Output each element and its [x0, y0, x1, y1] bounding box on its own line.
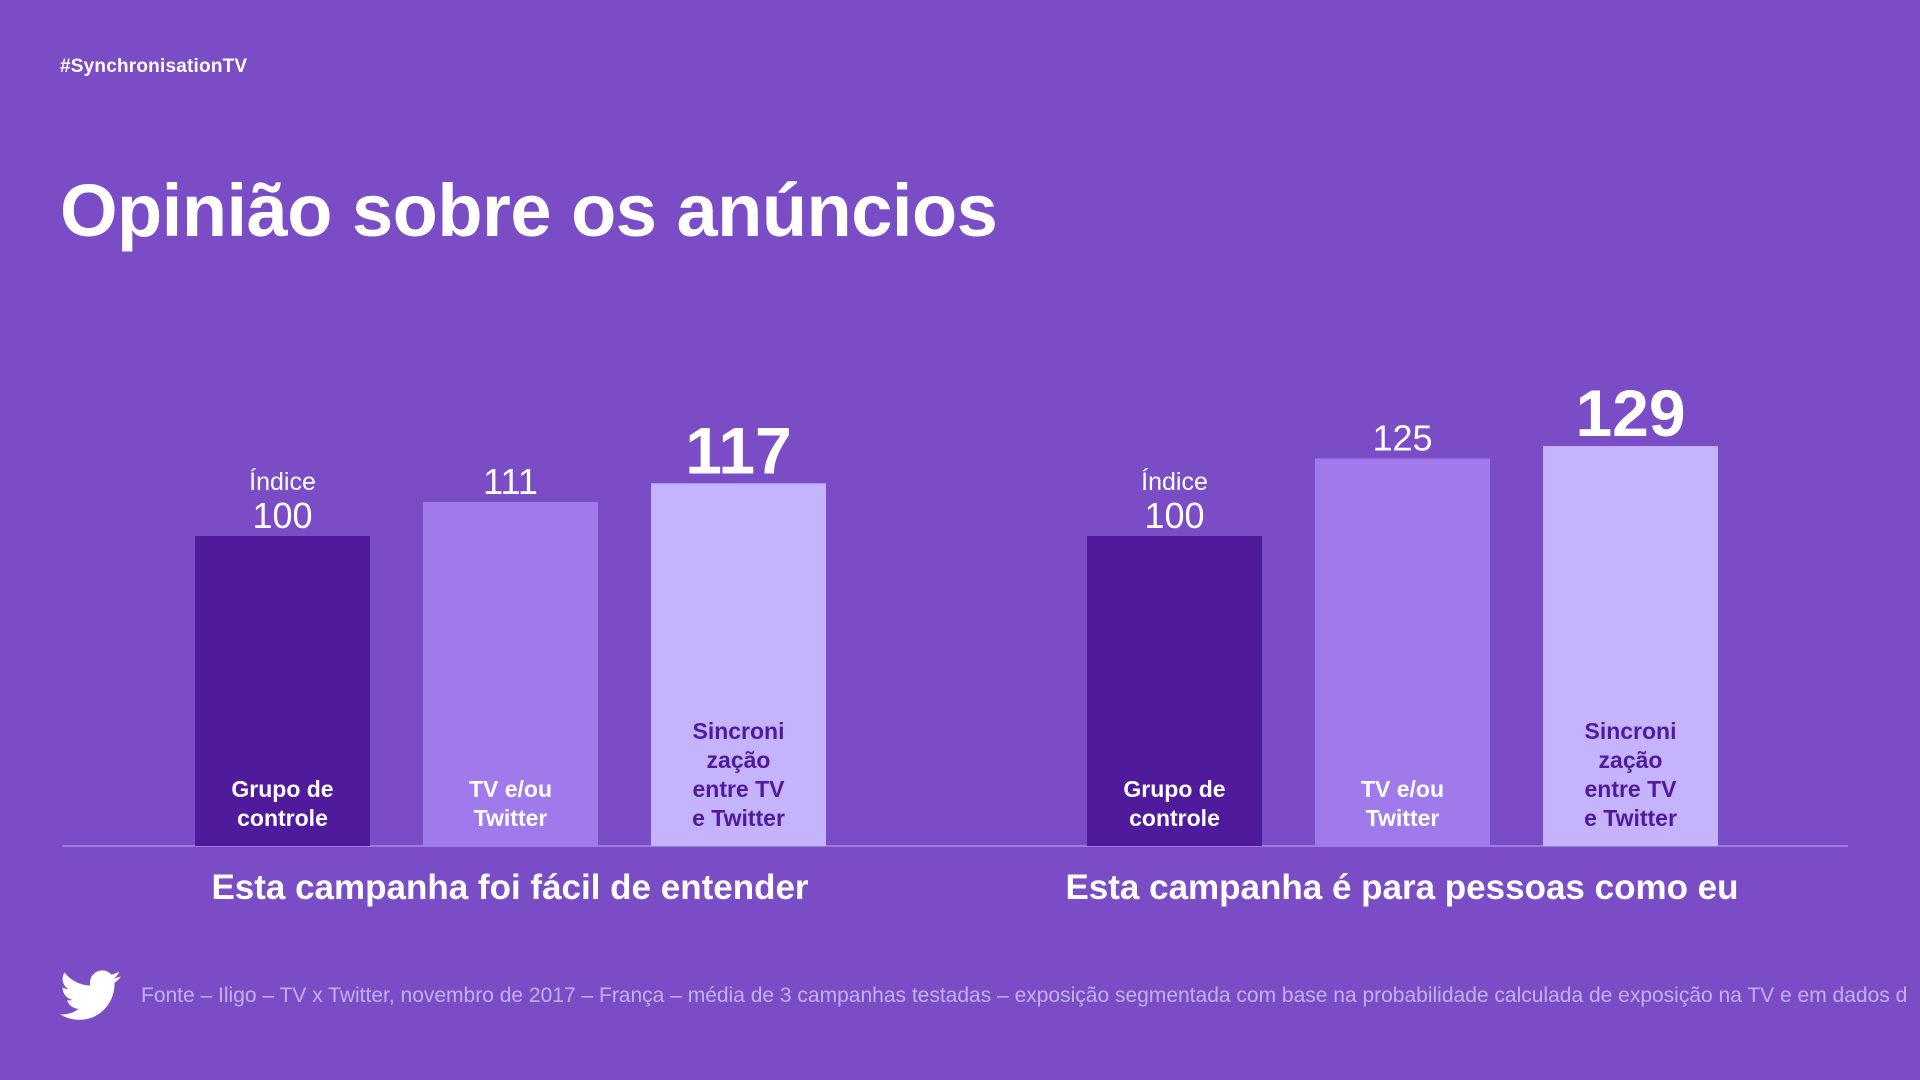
bar-1-2: [423, 501, 598, 846]
chart-title-2: Esta campanha é para pessoas como eu: [1065, 868, 1738, 907]
category-label-1-3: e Twitter: [692, 805, 785, 831]
category-label-2-3: Sincroni: [1584, 718, 1676, 744]
category-label-2-1: controle: [1129, 805, 1220, 831]
category-label-1-3: zação: [707, 747, 771, 773]
value-label-2-3: 129: [1575, 376, 1685, 450]
value-label-1-3: 117: [685, 413, 791, 487]
bar-1-1: [195, 536, 370, 846]
category-label-2-3: entre TV: [1584, 776, 1677, 802]
bar-2-2: [1315, 458, 1490, 846]
value-label-2-2: 125: [1372, 418, 1432, 459]
index-label-1: Índice: [249, 467, 316, 496]
bar-2-3: [1543, 446, 1718, 846]
category-label-1-3: Sincroni: [692, 718, 784, 744]
chart-title-1: Esta campanha foi fácil de entender: [211, 868, 808, 907]
category-label-1-2: Twitter: [474, 805, 548, 831]
category-label-2-3: zação: [1599, 747, 1663, 773]
bar-1-3: [651, 483, 826, 846]
source-footnote: Fonte – Iligo – TV x Twitter, novembro d…: [141, 984, 1908, 1007]
category-label-1-1: Grupo de: [231, 776, 333, 802]
category-label-2-3: e Twitter: [1584, 805, 1677, 831]
value-label-1-2: 111: [483, 461, 538, 502]
hashtag: #SynchronisationTV: [60, 56, 248, 77]
category-label-2-1: Grupo de: [1123, 776, 1225, 802]
category-label-1-2: TV e/ou: [469, 776, 552, 802]
category-label-2-2: Twitter: [1366, 805, 1440, 831]
twitter-bird-icon: [60, 970, 121, 1020]
page-title: Opinião sobre os anúncios: [60, 169, 998, 252]
category-label-1-3: entre TV: [692, 776, 785, 802]
category-label-2-2: TV e/ou: [1361, 776, 1444, 802]
value-label-1-1: 100: [252, 495, 312, 536]
category-label-1-1: controle: [237, 805, 328, 831]
index-label-2: Índice: [1141, 467, 1208, 496]
bar-2-1: [1087, 536, 1262, 846]
value-label-2-1: 100: [1144, 495, 1204, 536]
